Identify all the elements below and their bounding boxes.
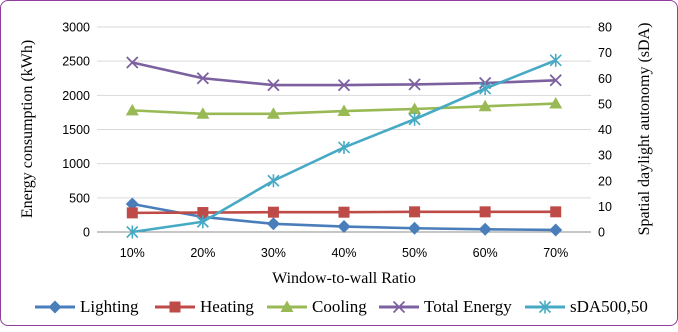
- data-point: [126, 56, 139, 69]
- marker-stroke: [549, 74, 562, 87]
- data-point: [549, 74, 562, 87]
- data-point: [549, 97, 563, 109]
- x-tick-label: 50%: [402, 246, 427, 260]
- data-point: [479, 82, 492, 95]
- y-tick-label-right: 0: [598, 226, 605, 240]
- data-point: [549, 223, 563, 237]
- y-tick-label-right: 30: [598, 149, 612, 163]
- data-point: [550, 206, 562, 218]
- legend-item: Lighting: [35, 297, 139, 316]
- legend: Lighting Heating Cooling Total Energy sDA500…: [35, 297, 648, 316]
- y-tick-label-right: 60: [598, 72, 612, 86]
- data-point: [478, 99, 492, 112]
- legend-item: Heating: [155, 297, 254, 316]
- legend-label: Total Energy: [424, 297, 512, 316]
- data-point: [125, 197, 139, 211]
- series-cooling: [125, 97, 563, 119]
- y-tick-label-left: 2000: [62, 89, 90, 103]
- legend-item: Total Energy: [379, 297, 512, 316]
- data-point: [409, 206, 421, 218]
- x-tick-label: 40%: [331, 246, 356, 260]
- data-point: [337, 78, 351, 92]
- legend-label: Heating: [200, 297, 254, 316]
- data-point: [408, 221, 422, 235]
- data-point: [267, 174, 280, 188]
- data-point: [408, 78, 421, 91]
- x-tick-label: 30%: [261, 246, 286, 260]
- y-tick-label-left: 2500: [62, 55, 90, 69]
- y-tick-label-right: 80: [598, 21, 612, 35]
- y-tick-label-right: 50: [598, 97, 612, 111]
- series-line: [132, 61, 556, 87]
- data-point: [267, 206, 279, 218]
- y-axis-title-right: Spatial daylight autonomy (sDA): [636, 23, 653, 236]
- x-tick-label: 10%: [120, 246, 145, 260]
- x-tick-label: 20%: [190, 246, 215, 260]
- data-point: [479, 206, 491, 218]
- series-group: [125, 53, 563, 239]
- data-point: [125, 103, 139, 116]
- data-point: [337, 104, 351, 117]
- series-heating: [126, 206, 562, 219]
- legend-marker: [48, 300, 62, 314]
- marker-stroke: [408, 78, 421, 91]
- marker-stroke: [126, 56, 139, 69]
- y-tick-label-left: 1500: [62, 123, 90, 137]
- y-tick-label-left: 0: [83, 226, 90, 240]
- data-point: [267, 78, 280, 92]
- data-point: [126, 207, 138, 219]
- y-tick-label-right: 10: [598, 200, 612, 214]
- legend-item: Cooling: [267, 297, 367, 316]
- data-point: [338, 206, 350, 218]
- y-tick-label-right: 40: [598, 123, 612, 137]
- y-axis-title-left: Energy consumption (kWh): [19, 40, 36, 218]
- x-tick-label: 60%: [473, 246, 498, 260]
- data-point: [266, 217, 280, 231]
- data-point: [337, 140, 351, 154]
- data-point: [266, 107, 280, 119]
- legend-marker: [280, 300, 294, 312]
- y-tick-label-right: 20: [598, 174, 612, 188]
- marker-stroke: [337, 78, 351, 92]
- x-axis-title: Window-to-wall Ratio: [272, 270, 416, 287]
- legend-marker: [392, 300, 406, 314]
- data-point: [478, 222, 492, 236]
- data-point: [196, 72, 209, 85]
- legend-item: sDA500,50: [525, 297, 648, 316]
- marker-stroke: [196, 72, 209, 85]
- data-point: [408, 102, 422, 114]
- series-sda500-50: [126, 53, 562, 239]
- gridlines: [97, 26, 591, 199]
- marker-stroke: [392, 300, 406, 314]
- x-tick-label: 70%: [543, 246, 568, 260]
- legend-marker: [169, 301, 181, 313]
- data-point: [197, 207, 209, 219]
- legend-label: sDA500,50: [570, 297, 648, 316]
- series-total-energy: [126, 56, 562, 92]
- data-point: [408, 112, 421, 126]
- data-point: [196, 215, 209, 229]
- marker-stroke: [267, 78, 280, 92]
- legend-marker: [538, 300, 552, 314]
- y-tick-label-left: 3000: [62, 21, 90, 35]
- y-tick-label-left: 1000: [62, 157, 90, 171]
- y-tick-label-left: 500: [69, 191, 90, 205]
- data-point: [549, 53, 562, 67]
- legend-label: Lighting: [80, 297, 139, 316]
- data-point: [196, 107, 210, 119]
- data-point: [126, 225, 139, 239]
- y-tick-label-right: 70: [598, 46, 612, 60]
- data-point: [337, 220, 351, 234]
- legend-label: Cooling: [312, 297, 367, 316]
- axes: 0 500 1000 1500 2000 2500 3000 0 10 20 30 40 50 60 70 8…: [62, 21, 612, 261]
